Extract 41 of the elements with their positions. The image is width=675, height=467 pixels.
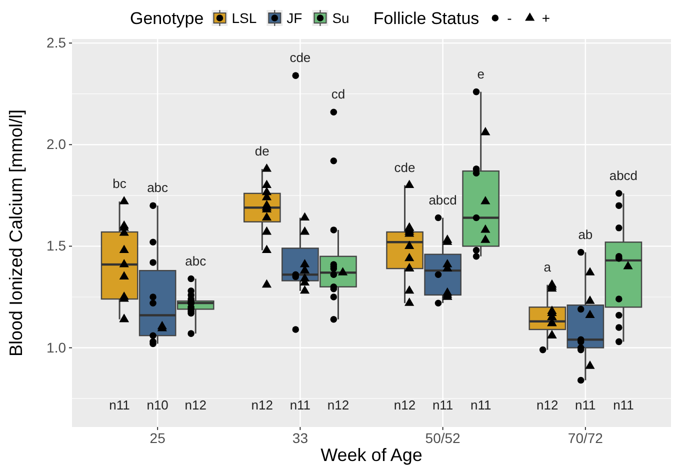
legend-label: +	[542, 10, 550, 26]
y-tick-label: 1.0	[46, 339, 66, 356]
annotation: n11	[470, 398, 492, 413]
legend-label: JF	[286, 10, 302, 26]
annotation: abc	[147, 180, 169, 196]
annotation: n11	[109, 398, 130, 413]
legend-title: Genotype	[130, 8, 204, 28]
annotation: n12	[184, 398, 206, 413]
annotation: cd	[331, 86, 346, 102]
annotation: n11	[613, 398, 634, 413]
annotation: bc	[112, 176, 127, 192]
annotation: ab	[578, 226, 593, 242]
annotation: abcd	[428, 192, 457, 208]
annotation: n10	[146, 398, 168, 413]
legend-label: LSL	[232, 10, 257, 26]
y-tick-label: 1.5	[46, 238, 66, 254]
x-tick-label: 25	[150, 430, 166, 446]
annotation: n11	[432, 398, 454, 413]
x-tick-label: 70/72	[568, 430, 604, 446]
annotation: n12	[327, 398, 350, 413]
text: Follicle Status	[373, 8, 480, 28]
annotation: cde	[290, 50, 311, 66]
annotation: n11	[575, 398, 596, 413]
legend-label: -	[507, 10, 512, 26]
y-tick-label: 2.0	[46, 136, 66, 152]
x-tick-label: 50/52	[425, 430, 461, 446]
annotation: abc	[185, 253, 207, 268]
annotation: n12	[394, 398, 416, 413]
annotation: n11	[290, 398, 311, 413]
y-axis-title: Blood Ionized Calcium [mmol/l]	[6, 109, 26, 357]
y-tick-label: 2.5	[46, 34, 66, 51]
annotation: a	[544, 259, 552, 274]
x-tick-label: 33	[292, 430, 308, 446]
annotation: cde	[394, 160, 416, 175]
annotation: n12	[536, 398, 558, 413]
annotation: e	[477, 66, 484, 82]
legend-label: Su	[332, 10, 350, 26]
annotation: de	[254, 144, 270, 159]
annotation: n12	[251, 398, 274, 413]
annotation: abcd	[609, 168, 638, 183]
x-axis-title: Week of Age	[320, 445, 422, 465]
